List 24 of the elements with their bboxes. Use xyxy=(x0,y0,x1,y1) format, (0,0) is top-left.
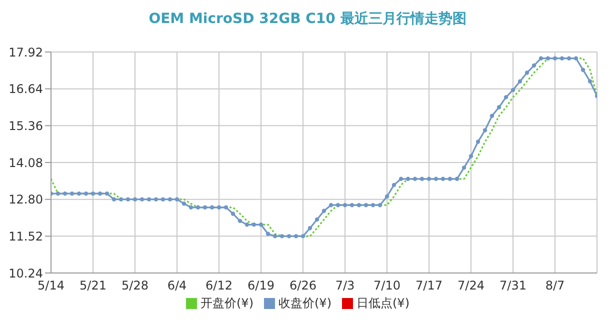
y-tick-label: 11.52 xyxy=(8,229,43,244)
x-tick-label: 6/26 xyxy=(290,278,316,293)
y-tick-label: 10.24 xyxy=(8,266,43,280)
y-tick-label: 17.92 xyxy=(8,45,43,60)
y-tick-label: 16.64 xyxy=(8,82,43,96)
x-tick-label: 6/12 xyxy=(206,278,232,293)
chart-title: OEM MicroSD 32GB C10 最近三月行情走势图 xyxy=(148,10,468,29)
x-tick-label: 7/24 xyxy=(458,278,484,293)
x-tick-label: 7/17 xyxy=(416,278,442,293)
x-tick-label: 7/31 xyxy=(500,278,526,293)
legend-label: 收盘价(¥) xyxy=(278,296,332,310)
legend-label: 日低点(¥) xyxy=(356,296,410,310)
y-tick-label: 14.08 xyxy=(8,156,43,170)
x-tick-label: 6/4 xyxy=(167,278,187,293)
x-tick-label: 8/7 xyxy=(545,278,565,293)
x-tick-label: 7/10 xyxy=(374,278,400,293)
y-tick-label: 12.80 xyxy=(8,192,43,207)
x-tick-label: 5/21 xyxy=(80,278,106,293)
legend-label: 开盘价(¥) xyxy=(200,296,254,310)
x-tick-label: 5/28 xyxy=(122,278,148,293)
x-tick-label: 7/3 xyxy=(335,278,355,293)
x-tick-label: 6/19 xyxy=(248,278,274,293)
y-tick-label: 15.36 xyxy=(8,118,43,133)
x-tick-label: 5/14 xyxy=(38,278,64,293)
